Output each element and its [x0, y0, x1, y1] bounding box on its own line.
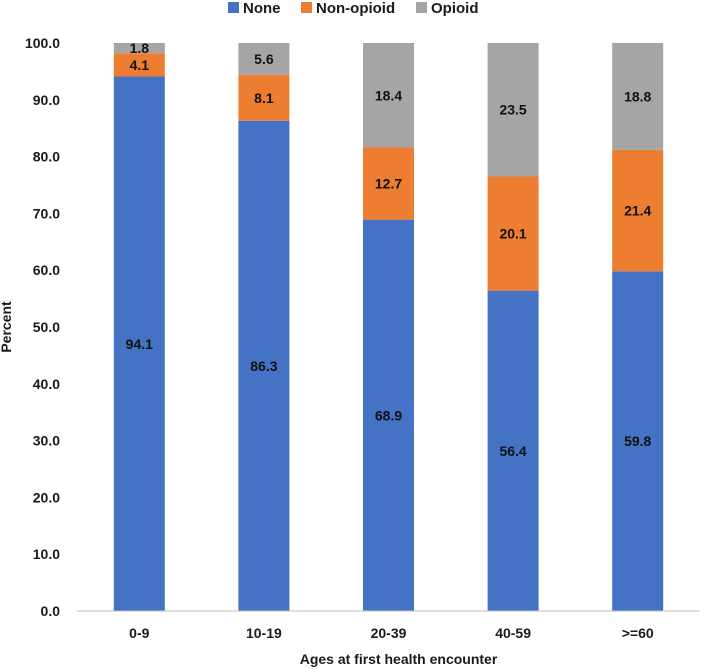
data-label: 4.1 [130, 57, 150, 73]
bar-none [612, 271, 664, 611]
x-tick-label: 40-59 [495, 625, 531, 641]
bar-none [113, 76, 165, 611]
y-tick-label: 30.0 [33, 433, 60, 449]
legend-swatch [416, 2, 427, 13]
bar-opioid [612, 43, 664, 150]
y-axis-title: Percent [0, 301, 14, 353]
y-tick-label: 20.0 [33, 489, 60, 505]
bar-opioid [363, 43, 414, 148]
bar-non-opioid [487, 176, 539, 291]
bar-none [363, 219, 414, 611]
legend-swatch [301, 2, 312, 13]
y-tick-label: 40.0 [33, 376, 60, 392]
data-label: 5.6 [254, 51, 274, 67]
legend-label: None [243, 0, 281, 17]
bar-non-opioid [363, 147, 414, 220]
data-label: 23.5 [499, 102, 526, 118]
bars: 94.1 4.11.8 86.3 8.1 5.6 68.9 12.7 18.4 56.4 20.1… [113, 40, 664, 611]
y-tick-label: 10.0 [33, 546, 60, 562]
x-tick-label: >=60 [622, 625, 654, 641]
y-tick-label: 70.0 [33, 205, 60, 221]
bar-stack->=60: 59.8 21.4 18.8 [612, 43, 664, 611]
bar-stack-20-39: 68.9 12.7 18.4 [363, 43, 414, 611]
data-label: 18.4 [375, 87, 402, 103]
legend-item-non-opioid: Non-opioid [301, 0, 395, 17]
data-label: 12.7 [375, 176, 402, 192]
bar-none [238, 120, 290, 611]
data-label: 94.1 [126, 336, 153, 352]
data-label: 20.1 [499, 226, 526, 242]
data-label: 21.4 [624, 203, 651, 219]
legend: None Non-opioid Opioid [228, 0, 479, 17]
bar-non-opioid [612, 149, 664, 272]
bar-stack-10-19: 86.3 8.1 5.6 [238, 43, 290, 611]
y-tick-label: 80.0 [33, 149, 60, 165]
x-tick-label: 20-39 [371, 625, 407, 641]
legend-item-opioid: Opioid [416, 0, 479, 17]
data-label: 68.9 [375, 407, 402, 423]
legend-swatch [228, 2, 239, 13]
x-axis-title: Ages at first health encounter [300, 651, 498, 667]
y-tick-label: 100.0 [25, 35, 60, 51]
x-axis-ticks: 0-9 10-19 20-39 40-59 >=60 [129, 625, 654, 641]
bar-non-opioid [238, 74, 290, 121]
y-axis-ticks: 0.0 10.0 20.0 30.0 40.0 50.0 60.0 70.0 80.0 90.0 1… [25, 35, 60, 619]
bar-opioid [113, 43, 165, 54]
data-label: 1.8 [130, 40, 150, 56]
data-label: 18.8 [624, 88, 651, 104]
bar-non-opioid [113, 53, 165, 77]
bar-none [487, 290, 539, 611]
x-tick-label: 10-19 [246, 625, 282, 641]
bar-stack-40-59: 56.4 20.1 23.5 [487, 43, 539, 611]
y-tick-label: 0.0 [41, 603, 61, 619]
legend-label: Non-opioid [316, 0, 395, 17]
data-label: 86.3 [250, 358, 277, 374]
data-label: 56.4 [499, 443, 526, 459]
legend-item-none: None [228, 0, 281, 17]
data-label: 59.8 [624, 433, 651, 449]
bar-stack-0-9: 94.1 4.11.8 [113, 40, 165, 611]
x-tick-label: 0-9 [129, 625, 149, 641]
data-label: 8.1 [254, 90, 274, 106]
bar-opioid [487, 43, 539, 177]
y-tick-label: 60.0 [33, 262, 60, 278]
y-tick-label: 90.0 [33, 92, 60, 108]
legend-label: Opioid [431, 0, 479, 17]
y-tick-label: 50.0 [33, 319, 60, 335]
bar-opioid [238, 43, 290, 75]
